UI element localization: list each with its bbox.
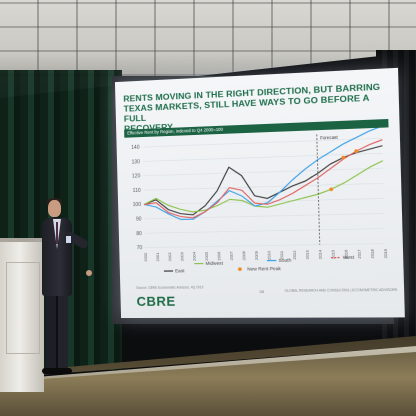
speaker-head (48, 200, 61, 217)
speaker-shoes (42, 368, 72, 374)
x-tick-label: 2006 (216, 251, 221, 261)
y-tick-label: 70 (137, 245, 143, 251)
y-tick-label: 80 (136, 231, 142, 237)
legend-swatch (238, 267, 242, 271)
legend-label: East (175, 268, 185, 273)
x-tick-label: 2012 (291, 250, 297, 259)
y-tick-label: 140 (131, 145, 140, 151)
x-tick-label: 2007 (228, 251, 233, 260)
y-tick-label: 130 (132, 159, 141, 165)
legend-label: New Rent Peak (247, 266, 281, 272)
x-tick-label: 2010 (266, 250, 272, 260)
slide-page-number: 38 (259, 289, 264, 294)
x-tick-label: 2004 (191, 251, 196, 261)
y-tick-label: 90 (136, 216, 142, 222)
presentation-slide: RENTS MOVING IN THE RIGHT DIRECTION, BUT… (115, 68, 405, 318)
y-axis-ticks: 70 80 90 100 110 120 130 140 (131, 145, 142, 252)
y-tick-label: 100 (133, 202, 142, 208)
podium-panel (6, 262, 40, 354)
rent-index-chart: 70 80 90 100 110 120 130 140 2000 2001 2002 2003 20… (120, 127, 399, 284)
y-tick-label: 110 (133, 188, 141, 194)
x-tick-label: 2019 (382, 248, 388, 258)
x-tick-label: 2013 (304, 249, 310, 259)
speaker-legs (46, 294, 68, 370)
chart-grid (143, 138, 386, 247)
speaker-badge (66, 236, 71, 243)
grid-line (143, 168, 383, 175)
x-tick-label: 2018 (369, 248, 375, 258)
forecast-line (317, 134, 320, 244)
new-rent-peak-marker (329, 187, 333, 191)
speaker-hand (86, 270, 92, 276)
chart-series (142, 127, 384, 220)
x-tick-label: 2008 (241, 250, 247, 260)
x-tick-label: 2014 (317, 249, 323, 259)
forecast-divider: Forecast (317, 134, 342, 245)
new-rent-peak-marker (341, 156, 345, 160)
slide-source: Source: CBRE Econometric Advisors, 4Q 20… (136, 285, 203, 290)
x-tick-label: 2005 (204, 251, 209, 261)
speaker-tie (56, 222, 58, 244)
cbre-logo: CBRE (136, 294, 176, 309)
forecast-label: Forecast (320, 135, 339, 141)
grid-line (144, 183, 384, 190)
x-tick-label: 2003 (179, 251, 184, 261)
x-tick-label: 2000 (143, 252, 148, 262)
y-tick-label: 120 (132, 173, 141, 179)
legend-label: West (343, 255, 355, 260)
grid-line (145, 229, 385, 234)
x-tick-label: 2002 (167, 252, 172, 261)
slide-footer-credit: GLOBAL RESEARCH AND CONSULTING | ECONOME… (285, 288, 398, 293)
grid-line (145, 244, 385, 248)
x-tick-label: 2017 (356, 249, 362, 258)
legend-label: Midwest (205, 261, 223, 266)
x-tick-label: 2009 (253, 250, 259, 260)
x-tick-label: 2001 (155, 252, 160, 262)
legend-label: South (278, 258, 291, 263)
